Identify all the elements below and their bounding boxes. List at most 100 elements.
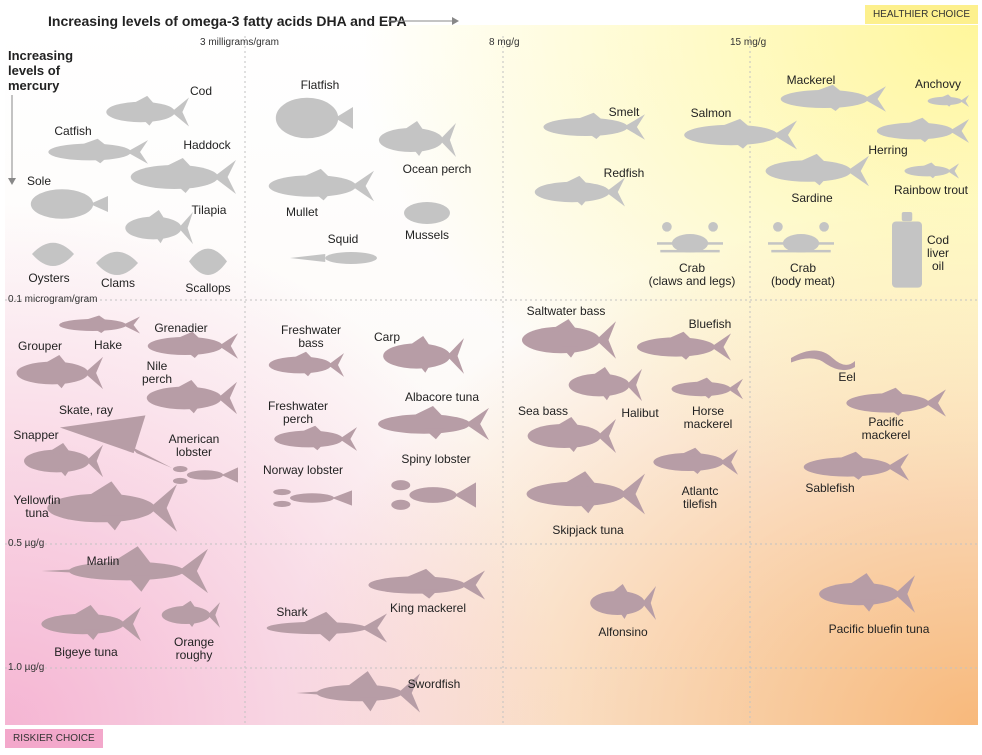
fish-label: Grouper [17,339,63,353]
silhouette-part [144,209,166,222]
silhouette-part [416,589,439,599]
silhouette-part [572,197,589,206]
y-tick-label: 1.0 µg/g [8,662,45,673]
silhouette-part [68,561,185,581]
fish-silhouette [391,480,476,510]
y-axis-title: Increasing levels of mercury [8,48,74,93]
silhouette-part [328,353,344,377]
silhouette-part [585,131,605,139]
x-tick-label: 8 mg/g [489,37,520,48]
silhouette-part [130,446,172,468]
fish-silhouette [791,350,855,371]
silhouette-part [147,337,223,355]
silhouette-part [178,211,193,245]
fish-label: Pacific mackerel [861,415,911,442]
fish-label: Rainbow trout [893,183,969,197]
silhouette-part [16,361,89,385]
silhouette-part [833,451,867,462]
silhouette-part [597,419,616,453]
silhouette-part [274,430,343,448]
silhouette-part [671,381,731,397]
fish-label: Atlantc tilefish [681,484,719,511]
silhouette-part [824,103,844,111]
silhouette-part [559,471,598,487]
silhouette-part [564,442,581,452]
silhouette-part [716,118,752,130]
fish-label: Skate, ray [58,403,114,417]
fish-silhouette [378,121,456,157]
silhouette-part [684,124,778,146]
fish-label: Haddock [183,138,231,152]
silhouette-part [904,165,950,177]
silhouette-part [368,576,466,594]
silhouette-part [404,202,450,224]
silhouette-part [409,487,457,503]
fish-label: Sardine [791,191,833,205]
fish-silhouette [383,336,464,374]
fish-silhouette [48,138,148,164]
silhouette-part [59,319,127,331]
silhouette-part [290,351,314,361]
fish-label: Alfonsino [598,625,648,639]
silhouette-part [266,621,367,635]
silhouette-part [398,673,420,713]
fish-label: Cod liver oil [926,233,950,273]
silhouette-part [846,573,877,588]
silhouette-part [273,488,291,496]
silhouette-part [810,84,844,94]
silhouette-part [153,233,166,244]
fish-label: Sea bass [517,404,569,418]
fish-label: Grenadier [154,321,208,335]
silhouette-part [949,119,969,143]
silhouette-part [892,221,922,288]
silhouette-part [186,470,224,480]
silhouette-part [460,570,485,600]
x-tick-label: 15 mg/g [730,37,767,48]
silhouette-part [919,162,938,168]
silhouette-part [351,170,374,202]
silhouette-part [915,135,933,143]
silhouette-part [794,153,828,165]
silhouette-part [548,319,579,333]
fish-silhouette [290,252,377,264]
silhouette-part [172,379,201,392]
fish-label: Clams [100,276,136,290]
silhouette-part [637,337,715,357]
silhouette-part [359,697,379,712]
silhouette-part [30,189,94,219]
silhouette-part [780,90,869,108]
silhouette-part [52,378,69,389]
silhouette-part [47,493,155,523]
silhouette-part [290,254,326,262]
silhouette-part [83,481,126,500]
fish-silhouette [41,605,141,641]
silhouette-part [711,333,731,361]
fish-silhouette [892,212,922,288]
silhouette-part [927,173,938,179]
silhouette-part [626,368,642,402]
silhouette-part [122,316,140,334]
fish-silhouette [275,97,353,139]
silhouette-part [130,165,219,189]
silhouette-part [290,493,334,503]
silhouette-part [688,466,705,474]
silhouette-part [886,453,909,481]
silhouette-part [268,175,357,197]
fish-label: Catfish [54,124,92,138]
x-axis-arrowhead [452,17,459,25]
silhouette-part [108,546,153,566]
fish-silhouette [274,425,357,451]
silhouette-part [552,417,581,429]
silhouette-part [720,449,738,475]
silhouette-part [543,118,628,136]
silhouette-part [947,163,959,179]
fish-label: Crab (claws and legs) [648,261,736,288]
fish-silhouette [404,202,450,224]
silhouette-part [575,500,598,514]
fish-label: Hake [93,338,123,352]
silhouette-part [268,356,332,374]
healthier-choice-badge: HEALTHIER CHOICE [864,5,978,24]
silhouette-part [623,114,645,140]
fish-silhouette [637,331,731,361]
fish-label: Cod [189,84,213,98]
